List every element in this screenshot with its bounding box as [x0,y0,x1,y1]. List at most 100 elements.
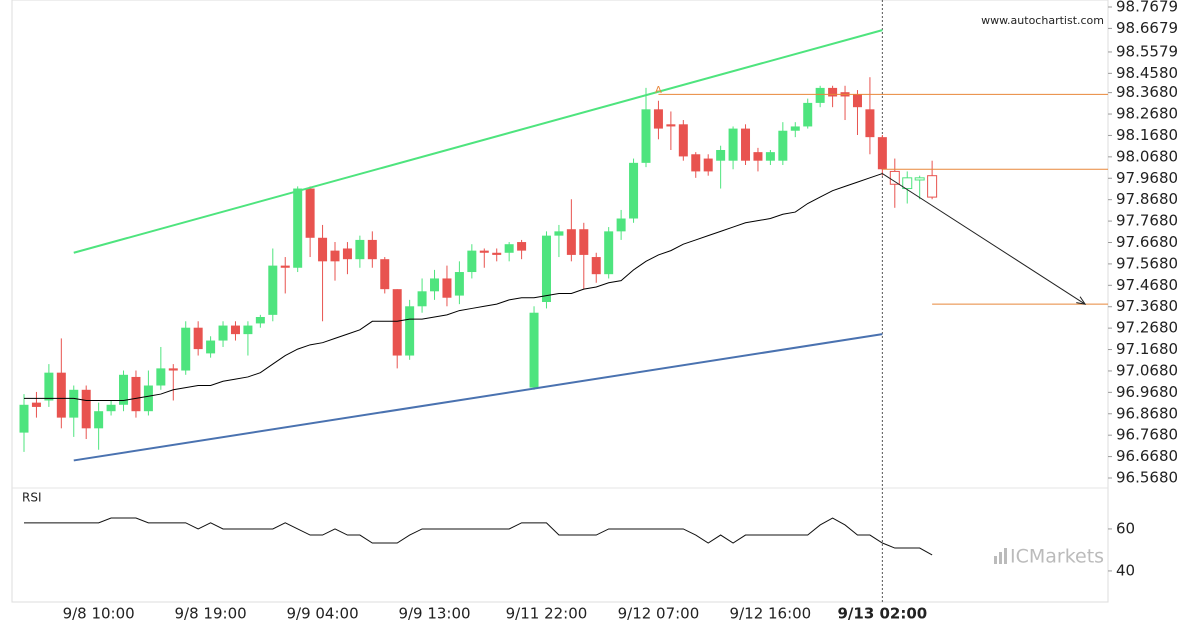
logo: ICMarkets [994,546,1104,568]
y-tick-label: 97.2680 [1116,319,1178,337]
point-label: A [655,85,662,96]
y-tick-label: 97.5680 [1116,254,1178,272]
x-tick-label: 9/13 02:00 [837,605,927,623]
candle-body [218,325,228,341]
candle-body [305,188,315,238]
candle-body [691,154,701,172]
candle-body [604,231,614,275]
candle-body [206,340,216,354]
candle-body [566,229,576,255]
candle-body [193,327,203,350]
moving-average [24,173,883,401]
candle-body [156,368,166,386]
y-tick-label: 97.0680 [1116,361,1178,379]
candle-body [230,325,240,335]
candle-body [852,94,862,108]
candle-body [765,152,775,161]
pattern-line [73,333,883,462]
y-tick-label: 98.6679 [1116,19,1178,37]
candle-body [479,250,489,253]
candle-body [44,372,54,401]
y-tick-label: 98.0680 [1116,147,1178,165]
candle-body [417,291,427,307]
candle-body [181,327,191,371]
candle-body [355,239,365,260]
x-tick-label: 9/12 07:00 [618,605,700,623]
candle-body [666,124,676,127]
forecast-arrow [882,173,1086,305]
candle-body [467,250,477,273]
logo-text: ICMarkets [1010,546,1104,568]
candle-body [69,389,79,418]
y-tick-label: 97.9680 [1116,169,1178,187]
candle-body [728,128,738,161]
candle-body [131,376,141,412]
candle-body [243,325,253,335]
candle-body [616,218,626,232]
candle-body [653,109,663,129]
candle-body [268,265,278,315]
candle-body [504,244,514,253]
y-tick-label: 96.5680 [1116,469,1178,487]
y-tick-label: 98.7679 [1116,0,1178,16]
candle-body [753,152,763,161]
candle-body [703,158,713,172]
candle-body [554,231,564,236]
rsi-title: RSI [22,491,42,505]
pattern-line [73,29,883,254]
candle-body [828,87,838,97]
candle-body [629,162,639,219]
candle-body [902,177,913,190]
candle-body [442,278,452,298]
y-tick-label: 97.3680 [1116,297,1178,315]
x-tick-label: 9/8 10:00 [63,605,135,623]
candle-body [342,248,352,260]
y-tick-label: 98.2680 [1116,105,1178,123]
y-tick-label: 97.1680 [1116,340,1178,358]
candle-body [392,289,402,356]
logo-bar [1004,548,1007,564]
candle-body [31,402,41,407]
arrow-head [1076,296,1087,305]
y-tick-label: 97.4680 [1116,276,1178,294]
logo-bar [999,552,1002,564]
candle-body [877,137,887,170]
candle-body [678,124,688,157]
candle-body [492,252,502,255]
rsi-tick-label: 40 [1116,561,1135,579]
candle-body [106,404,116,412]
y-tick-label: 98.3680 [1116,83,1178,101]
x-tick-label: 9/9 04:00 [286,605,358,623]
candle-body [81,389,91,429]
candle-body [280,265,290,268]
candle-body [430,278,440,292]
candle-body [19,404,29,433]
y-tick-label: 98.1680 [1116,126,1178,144]
candle-body [716,149,726,161]
candle-body [541,235,551,303]
candle-body [318,237,328,262]
watermark: www.autochartist.com [981,14,1104,27]
x-tick-label: 9/8 19:00 [175,605,247,623]
rsi-line [24,517,933,556]
candle-body [579,229,589,255]
candle-body [380,259,390,290]
y-tick-label: 97.7680 [1116,212,1178,230]
candle-body [255,316,265,324]
candle-body [119,374,129,405]
candle-body [168,368,178,371]
candle-body [641,109,651,163]
candle-body [591,257,601,275]
plot-frame [11,0,1109,603]
candle-body [143,385,153,412]
candle-body [94,411,104,429]
candle-body [454,272,464,296]
y-tick-label: 96.6680 [1116,447,1178,465]
candle-body [741,128,751,161]
candle-body [367,239,377,260]
candle-body [293,188,303,268]
candle-body [927,175,938,198]
candle-body [914,177,925,181]
candle-body [405,306,415,356]
y-tick-label: 96.7680 [1116,426,1178,444]
